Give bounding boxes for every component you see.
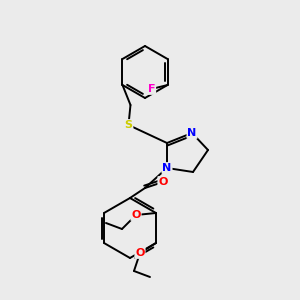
Text: O: O — [131, 210, 141, 220]
Text: N: N — [162, 163, 172, 173]
Text: O: O — [135, 248, 145, 258]
Text: S: S — [124, 120, 133, 130]
Text: F: F — [148, 84, 155, 94]
Text: O: O — [158, 177, 168, 187]
Text: N: N — [188, 128, 196, 138]
